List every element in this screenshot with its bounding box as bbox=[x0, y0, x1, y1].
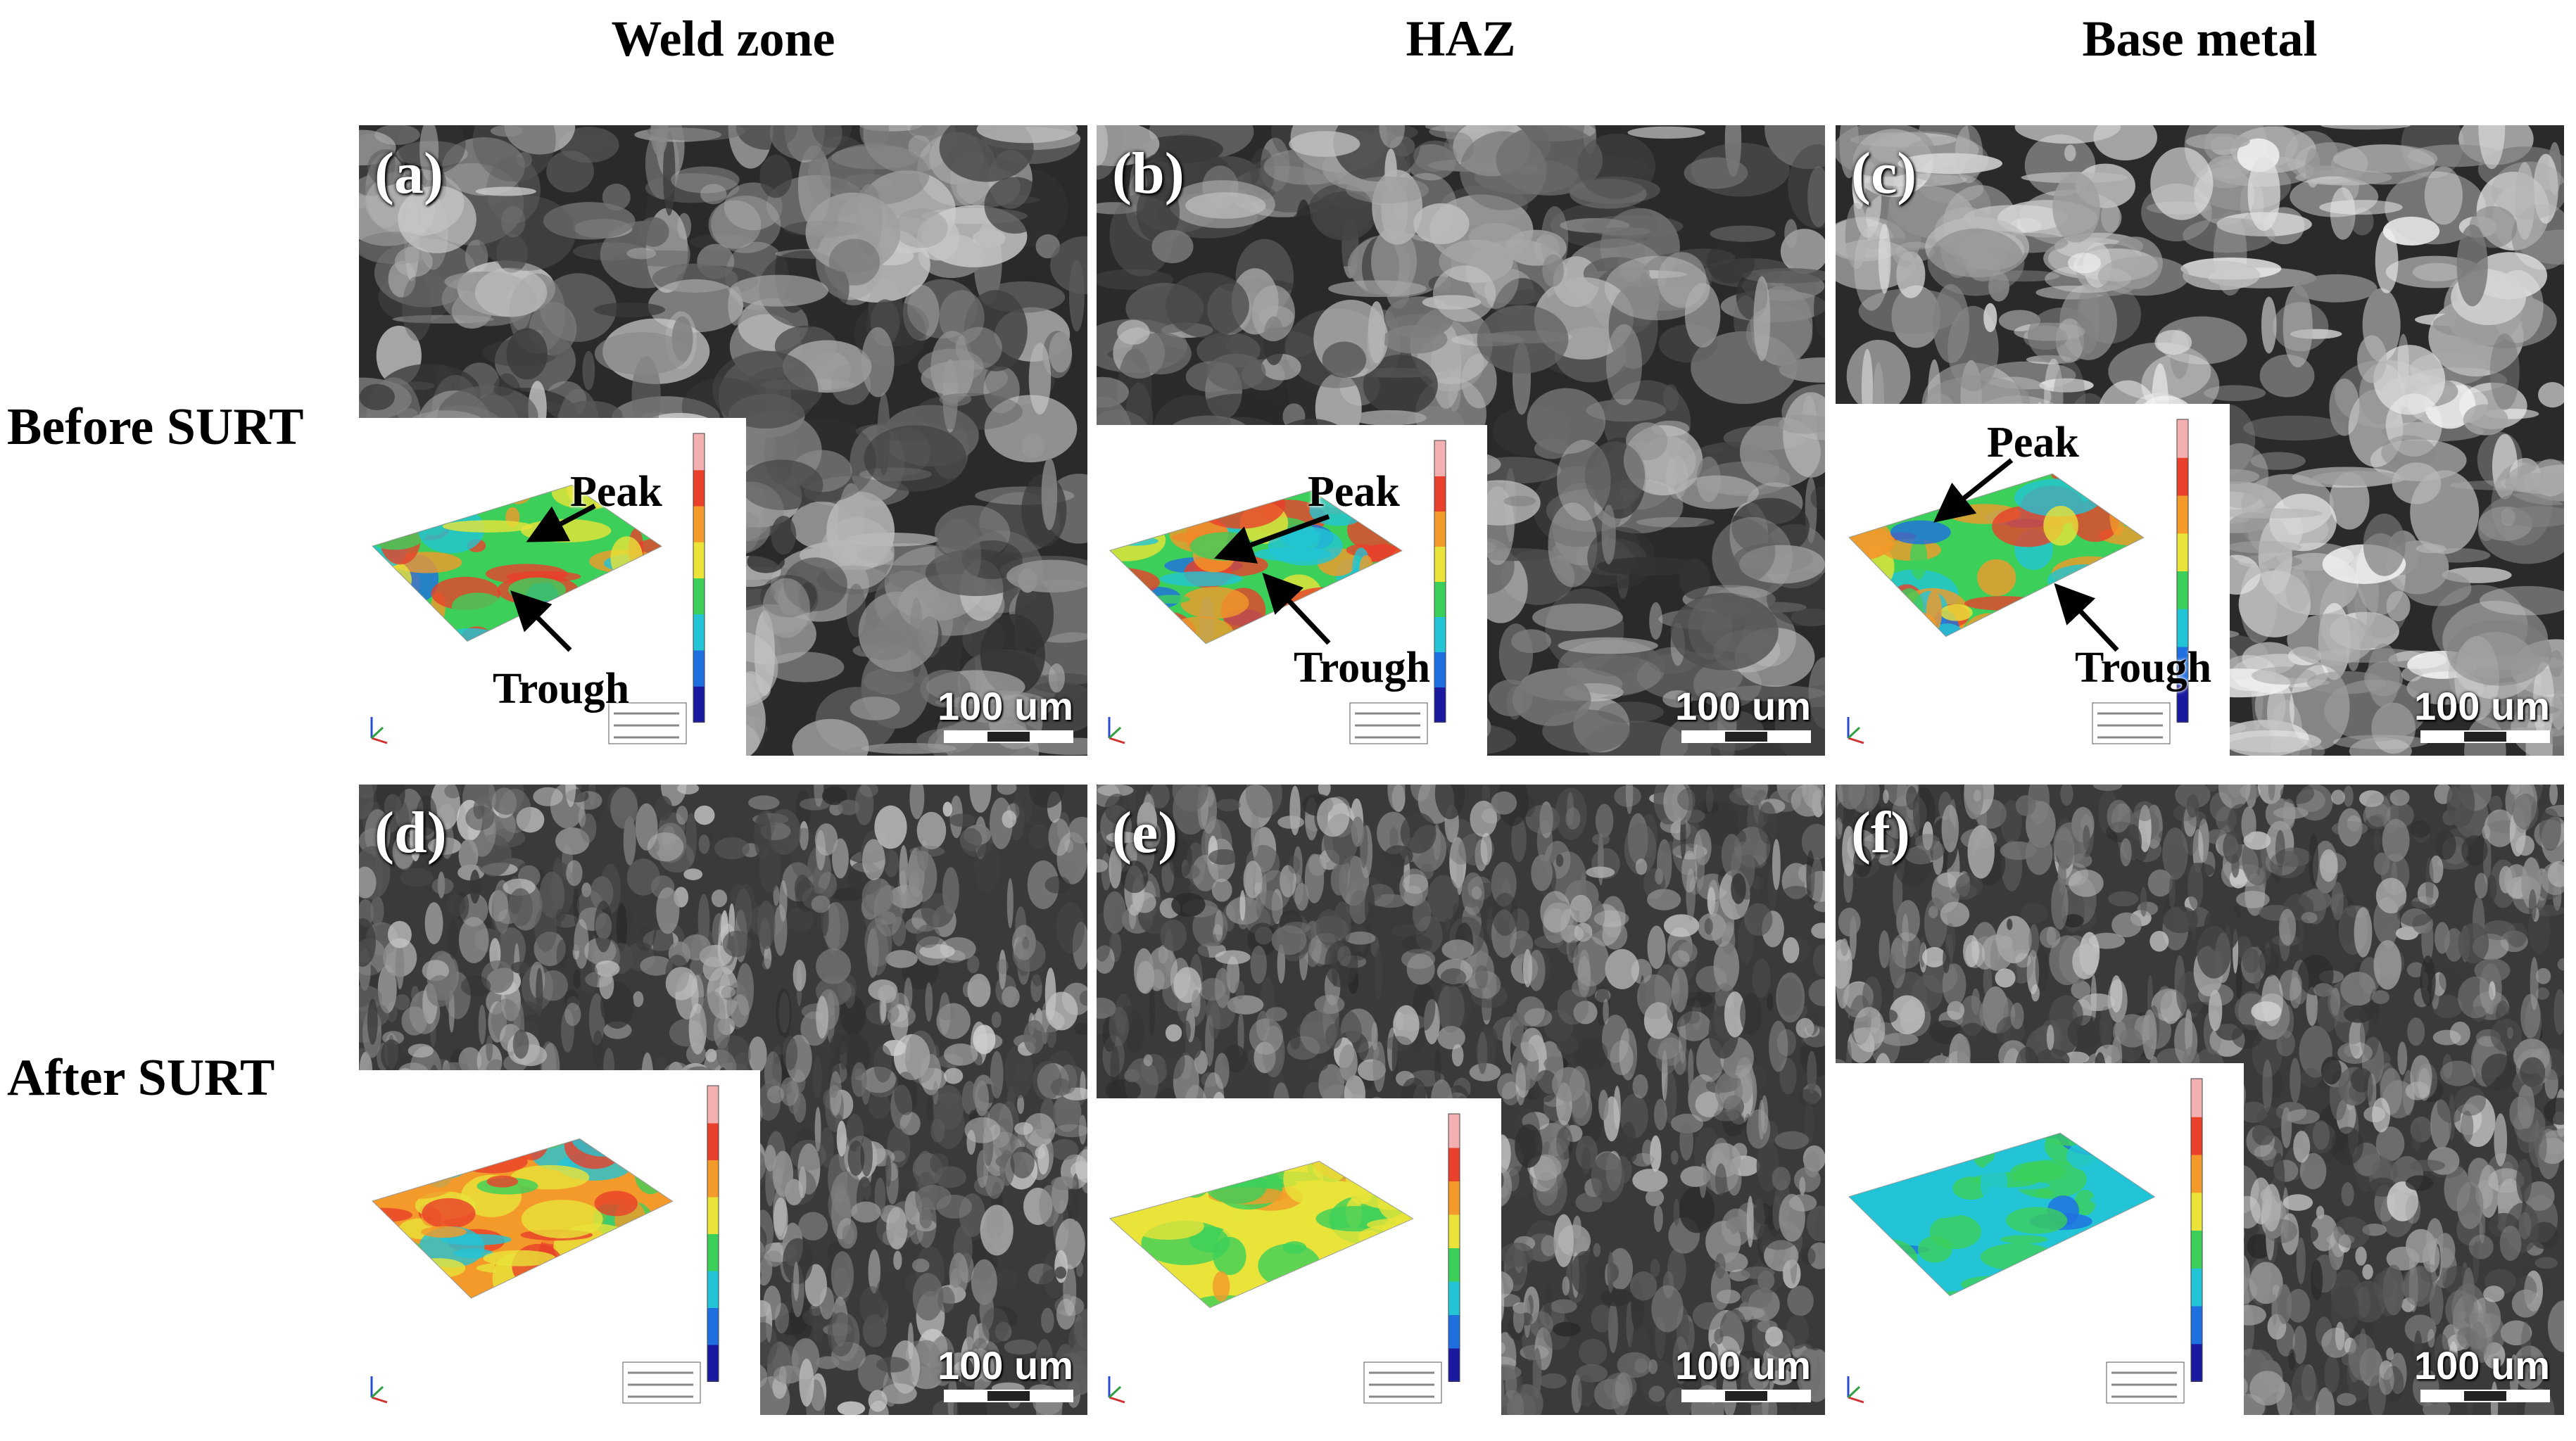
micrograph-panel-e: (e) 100 um bbox=[1097, 785, 1825, 1415]
surface-profile-inset bbox=[1836, 1063, 2244, 1415]
axis-triad-icon bbox=[1847, 717, 1864, 744]
colorbar-icon bbox=[693, 433, 705, 723]
arrow-icon bbox=[510, 503, 596, 652]
micrograph-panel-d: (d) 100 um bbox=[359, 785, 1087, 1415]
column-header-weld-zone: Weld zone bbox=[611, 11, 835, 67]
axis-triad-icon bbox=[1847, 1376, 1864, 1404]
scale-bar-line bbox=[2420, 730, 2550, 743]
panel-label: (e) bbox=[1112, 800, 1178, 865]
scale-bar-label: 100 um bbox=[1675, 1343, 1811, 1388]
trough-label: Trough bbox=[1294, 644, 1431, 692]
row-header-before-surt: Before SURT bbox=[7, 398, 304, 456]
panel-label: (d) bbox=[374, 800, 447, 865]
scale-bar: 100 um bbox=[2414, 683, 2550, 743]
axis-triad-icon bbox=[370, 717, 388, 744]
micrograph-panel-b: Peak Trough (b) 100 um bbox=[1097, 125, 1825, 756]
panel-label: (f) bbox=[1851, 800, 1910, 865]
micrograph-panel-f: (f) 100 um bbox=[1836, 785, 2564, 1415]
scale-bar: 100 um bbox=[1675, 683, 1811, 743]
panel-label: (a) bbox=[374, 141, 443, 206]
arrow-icon bbox=[1213, 514, 1331, 645]
micrograph-panel-a: Peak Trough (a) 100 um bbox=[359, 125, 1087, 756]
colorbar-icon bbox=[2190, 1078, 2203, 1382]
peak-label: Peak bbox=[1987, 419, 2079, 466]
axis-triad-icon bbox=[370, 1376, 388, 1404]
scale-bar-line bbox=[2420, 1390, 2550, 1402]
arrow-icon bbox=[1933, 458, 2119, 652]
micrograph-texture bbox=[1836, 785, 2564, 1415]
row-header-after-surt: After SURT bbox=[7, 1049, 275, 1107]
scale-bar: 100 um bbox=[1675, 1342, 1811, 1402]
scale-bar: 100 um bbox=[937, 683, 1073, 743]
surface-profile-inset bbox=[359, 1070, 760, 1415]
surface-profile-inset bbox=[1097, 425, 1487, 756]
surface-profile-inset bbox=[1836, 404, 2230, 756]
scale-bar-label: 100 um bbox=[937, 1343, 1073, 1388]
scale-bar-line bbox=[1681, 730, 1811, 743]
axis-triad-icon bbox=[1108, 1376, 1125, 1404]
micrograph-panel-c: Peak Trough (c) 100 um bbox=[1836, 125, 2564, 756]
scale-bar-line bbox=[944, 1390, 1073, 1402]
scale-bar-label: 100 um bbox=[2414, 1343, 2550, 1388]
trough-label: Trough bbox=[2075, 644, 2212, 692]
scale-bar-label: 100 um bbox=[2414, 684, 2550, 728]
scale-bar-line bbox=[1681, 1390, 1811, 1402]
colorbar-icon bbox=[707, 1085, 719, 1382]
scale-bar: 100 um bbox=[2414, 1342, 2550, 1402]
scale-bar-label: 100 um bbox=[937, 684, 1073, 728]
scale-bar-label: 100 um bbox=[1675, 684, 1811, 728]
surface-profile-inset bbox=[1097, 1098, 1501, 1415]
scale-bar-line bbox=[944, 730, 1073, 743]
column-header-haz: HAZ bbox=[1406, 11, 1516, 67]
panel-label: (b) bbox=[1112, 141, 1185, 206]
trough-label: Trough bbox=[493, 665, 630, 713]
peak-label: Peak bbox=[1308, 468, 1400, 516]
panel-label: (c) bbox=[1851, 141, 1917, 206]
axis-triad-icon bbox=[1108, 717, 1125, 744]
scale-bar: 100 um bbox=[937, 1342, 1073, 1402]
peak-label: Peak bbox=[570, 468, 662, 516]
colorbar-icon bbox=[1448, 1113, 1460, 1382]
column-header-base-metal: Base metal bbox=[2082, 11, 2318, 67]
colorbar-icon bbox=[1434, 440, 1446, 723]
colorbar-icon bbox=[2176, 419, 2189, 723]
